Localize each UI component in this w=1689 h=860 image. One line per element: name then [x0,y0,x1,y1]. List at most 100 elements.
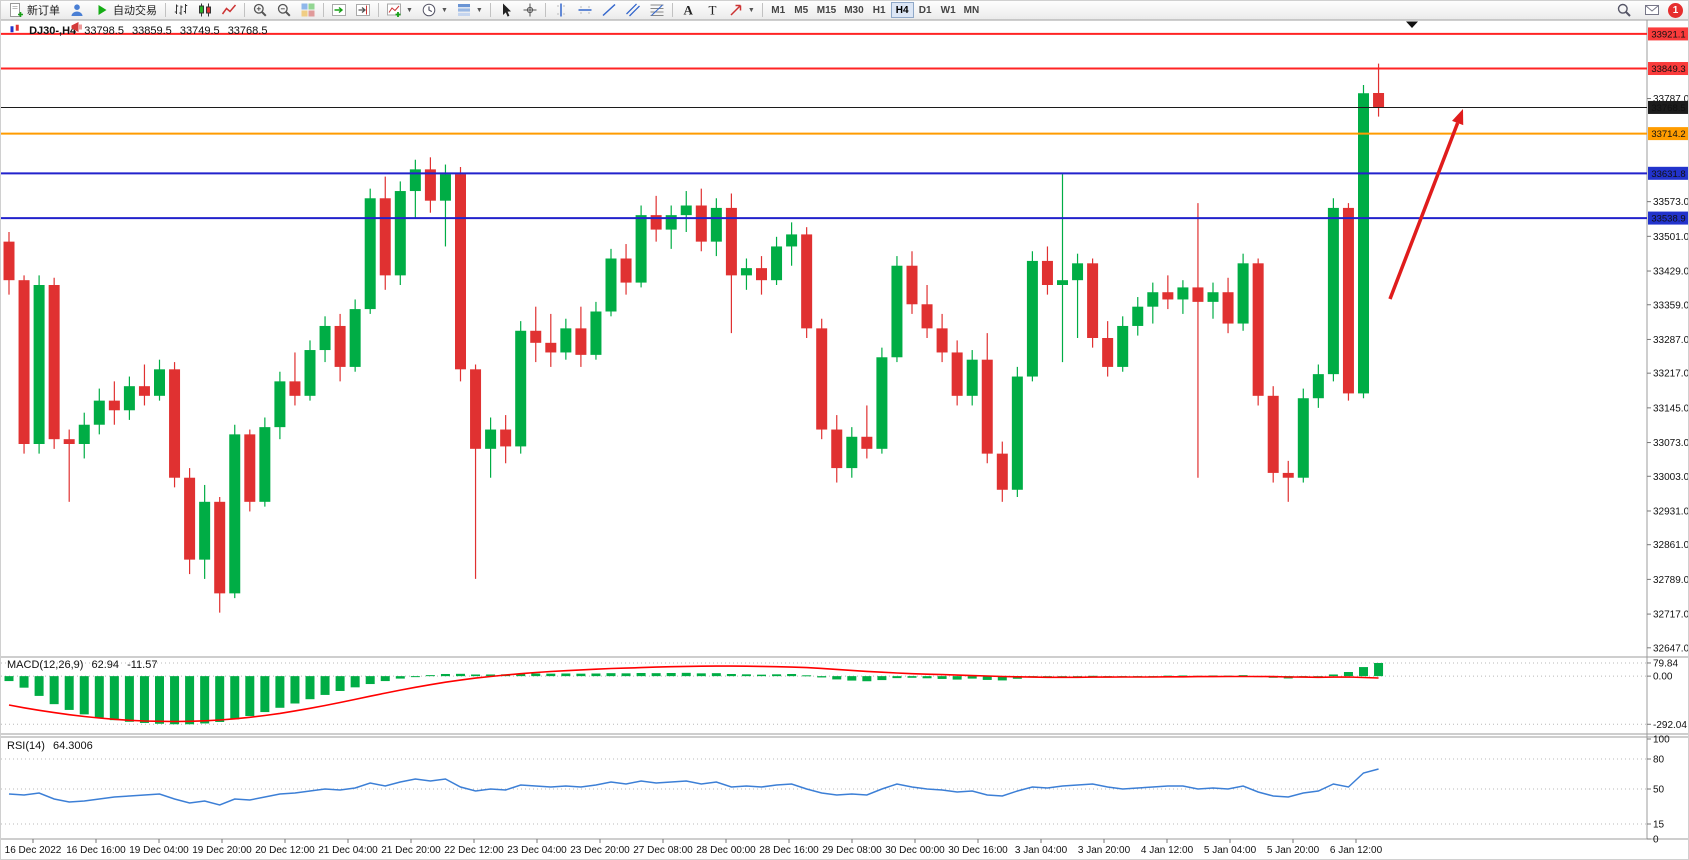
bulb-icon [69,0,85,1]
svg-text:A: A [683,3,693,18]
candle-up [199,501,211,560]
timeframe-M1[interactable]: M1 [767,2,790,18]
vertical-line-button[interactable] [549,2,573,19]
time-axis-label: 21 Dec 04:00 [318,845,378,856]
candle-up [123,386,135,411]
mail-button[interactable] [1640,2,1664,19]
candle-down [1222,292,1234,324]
candle-up [1026,260,1038,377]
rsi-value: 64.3006 [52,740,93,752]
price-badge-label: 33849.3 [1651,64,1685,75]
zoom-out-button[interactable] [272,2,296,19]
price-axis-label: 32717.0 [1653,610,1689,621]
timeframe-M30[interactable]: M30 [840,2,867,18]
horizontal-line-button[interactable] [573,2,597,19]
candle-up [1147,292,1159,307]
auto-scroll-button[interactable] [327,2,351,19]
candle-up [665,215,677,230]
candle-down [1192,287,1204,302]
toolbar-separator [544,3,546,17]
timeframe-H1[interactable]: H1 [868,2,891,18]
time-axis-label: 4 Jan 12:00 [1141,845,1194,856]
templates-button[interactable]: ▼ [452,2,487,19]
search-button[interactable] [1612,2,1636,19]
macd-axis-label: 0.00 [1653,672,1673,683]
price-axis-label: 33073.0 [1653,438,1689,449]
text-button[interactable]: A [676,2,700,19]
toolbar-group-left [65,0,89,36]
time-axis-label: 3 Jan 20:00 [1078,845,1131,856]
candle-down [695,205,707,242]
candle-down [1252,263,1264,396]
crosshair-button[interactable] [518,2,542,19]
user-button[interactable] [65,2,89,19]
candle-up [1117,325,1129,367]
candle-up [1237,263,1249,324]
rsi-axis-label: 80 [1653,755,1665,766]
megaphone-button[interactable] [65,19,89,36]
rsi-axis-label: 50 [1653,785,1665,796]
time-axis-label: 28 Dec 16:00 [759,845,819,856]
cursor-button[interactable] [494,2,518,19]
linechart-icon [221,2,237,18]
channel-button[interactable] [621,2,645,19]
search-icon [1616,2,1632,18]
trendline-button[interactable] [597,2,621,19]
candle-down [996,453,1008,490]
timeframe-W1[interactable]: W1 [937,2,960,18]
megaphone-icon [69,19,85,35]
indicators-button[interactable]: ▼ [382,2,417,19]
fibo-icon [649,2,665,18]
autotrading-button[interactable]: 自动交易 [90,2,161,19]
price-axis[interactable]: 33787.0 33573.0 33501.0 33429.0 33359.0 33287… [1647,94,1689,654]
main-toolbar: 新订单 自动交易 ▼ ▼ ▼ A T ▼ M1 M5 M15 M30 H1 H4 D1 W1 MN 1 [1,1,1688,32]
periods-button[interactable]: ▼ [417,2,452,19]
macd-signal-line [8,665,1379,723]
macd-axis-label: 79.84 [1653,658,1678,669]
timeframe-D1[interactable]: D1 [914,2,937,18]
text-label-button[interactable]: T [700,2,724,19]
candle-up [740,268,752,276]
tile-windows-button[interactable] [296,2,320,19]
fibonacci-button[interactable] [645,2,669,19]
time-axis-label: 22 Dec 12:00 [444,845,504,856]
line-chart-button[interactable] [217,2,241,19]
candle-down [63,439,75,444]
trendline-icon [601,2,617,18]
bar-chart-button[interactable] [169,2,193,19]
trend-arrow[interactable] [1388,109,1464,300]
candle-up [1177,287,1189,300]
clock-icon [421,2,437,18]
price-axis-label: 33787.0 [1653,94,1689,105]
time-axis-label: 6 Jan 12:00 [1330,845,1383,856]
timeframe-MN[interactable]: MN [960,2,984,18]
candle-up [1011,376,1023,490]
rsi-panel: 100 80 50 15 0 [1,735,1670,846]
timeframe-H4[interactable]: H4 [890,2,914,18]
dropdown-caret-icon: ▼ [406,6,413,14]
candle-up [349,309,361,367]
notification-badge[interactable]: 1 [1668,2,1683,18]
candles-icon [197,2,213,18]
time-axis[interactable]: 16 Dec 2022 16 Dec 16:00 19 Dec 04:00 19 De… [5,839,1383,856]
candle-down [936,328,948,353]
arrows-button[interactable]: ▼ [724,2,759,19]
price-badge-33538.9 [1648,211,1688,225]
candle-up [560,328,572,353]
toolbar-separator [323,3,324,17]
candle-up [605,258,617,312]
candlestick-chart-button[interactable] [193,2,217,19]
timeframe-M15[interactable]: M15 [813,2,840,18]
timeframe-M5[interactable]: M5 [790,2,813,18]
candle-down [1373,92,1385,108]
ohlc-low: 33749.5 [179,25,220,37]
candle-up [1312,374,1324,399]
price-badge-label: 33631.8 [1651,169,1685,180]
zoom-in-button[interactable] [248,2,272,19]
new-order-button[interactable]: 新订单 [4,2,64,19]
candle-down [500,429,512,447]
candle-down [108,400,120,411]
chart-shift-button[interactable] [351,2,375,19]
candle-down [3,241,15,281]
